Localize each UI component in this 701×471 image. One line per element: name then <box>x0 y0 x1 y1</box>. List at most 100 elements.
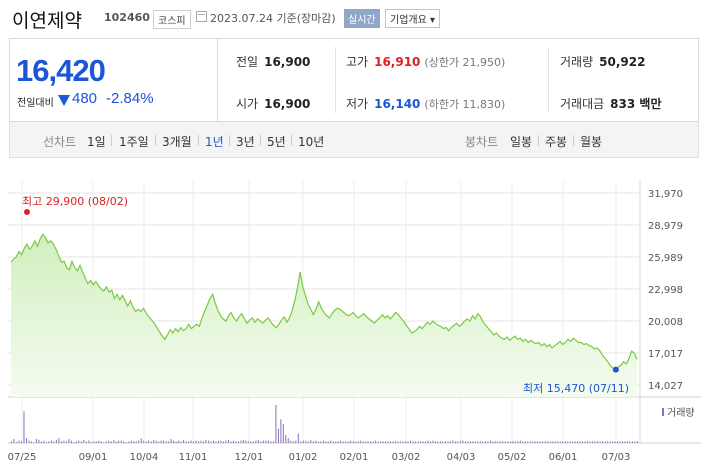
volume-bar <box>223 441 224 443</box>
volume-bar <box>98 440 100 443</box>
x-tick-label: 09/01 <box>79 452 108 463</box>
y-tick-label: 20,008 <box>648 317 683 328</box>
divider <box>291 135 292 146</box>
candle-weekly[interactable]: 주봉 <box>545 135 568 149</box>
volume-bar <box>18 440 20 443</box>
volume-bar <box>462 440 464 443</box>
volume-bar <box>544 441 546 443</box>
y-tick-label: 25,989 <box>648 253 683 264</box>
volume-bar <box>11 441 12 443</box>
period-bar: 선차트 1일 1주일 3개월 1년 3년 5년 10년 봉차트 일봉 주봉 월봉 <box>9 122 699 158</box>
low-annotation: 최저 15,470 (07/11) <box>523 382 629 395</box>
volume-bar <box>163 440 165 443</box>
period-1w[interactable]: 1주일 <box>119 135 149 149</box>
volume-bar <box>257 439 259 443</box>
volume-bar <box>190 440 192 443</box>
volume-bar <box>572 441 574 443</box>
volume-bar <box>275 405 277 443</box>
volume-bar <box>103 442 105 443</box>
period-5y[interactable]: 5년 <box>267 135 286 149</box>
volume-bar <box>592 441 594 443</box>
company-overview-dropdown[interactable]: 기업개요 ▾ <box>385 9 440 28</box>
volume-bar <box>482 441 484 443</box>
stat-low-label: 저가 <box>346 97 369 111</box>
volume-bar <box>88 440 90 443</box>
volume-bar <box>350 440 352 443</box>
current-price-cell: 16,420 전일대비 480 -2.84% <box>10 39 218 121</box>
divider <box>573 135 574 146</box>
volume-bar <box>457 441 459 443</box>
volume-bar <box>622 441 623 443</box>
volume-bar <box>477 441 479 443</box>
period-10y[interactable]: 10년 <box>298 135 325 149</box>
x-tick-label: 02/01 <box>340 452 369 463</box>
realtime-button[interactable]: 실시간 <box>344 9 380 28</box>
volume-bar <box>255 440 257 443</box>
volume-bar <box>624 441 626 443</box>
volume-bar <box>130 440 132 443</box>
volume-bar <box>519 440 521 443</box>
volume-bar <box>602 441 604 443</box>
volume-bar <box>220 440 222 443</box>
volume-bar <box>562 441 564 443</box>
volume-bar <box>479 441 481 443</box>
volume-bar <box>467 441 469 443</box>
volume-bar <box>297 433 299 443</box>
volume-bar <box>128 441 130 443</box>
volume-bar <box>143 440 145 443</box>
volume-bar <box>362 441 364 443</box>
volume-bar <box>60 441 62 443</box>
period-1d[interactable]: 1일 <box>87 135 106 149</box>
volume-bar <box>410 440 411 443</box>
volume-bar <box>564 441 566 443</box>
volume-bar <box>400 441 402 443</box>
volume-bar <box>609 441 611 443</box>
stat-prev: 전일 16,900 <box>236 53 310 70</box>
stat-high-label: 고가 <box>346 55 369 69</box>
volume-bar <box>175 441 177 443</box>
stat-open-value: 16,900 <box>264 97 311 111</box>
volume-bar <box>537 441 539 443</box>
volume-bar <box>402 441 404 443</box>
volume-bar <box>287 438 289 444</box>
volume-bar <box>242 439 244 443</box>
volume-bar <box>335 441 337 443</box>
stat-low: 저가 16,140 (하한가 11,830) <box>346 95 505 112</box>
candle-monthly[interactable]: 월봉 <box>580 135 603 149</box>
period-3y[interactable]: 3년 <box>236 135 255 149</box>
volume-bar <box>155 440 157 443</box>
volume-bar <box>45 442 47 443</box>
volume-bar <box>340 440 342 443</box>
volume-bar <box>215 441 217 443</box>
volume-bar <box>449 441 451 443</box>
upper-limit: (상한가 21,950) <box>424 56 506 69</box>
price-chart[interactable]: 31,970 28,979 25,989 22,998 20,008 17,017 14,0… <box>0 160 701 471</box>
volume-bar <box>113 439 115 443</box>
volume-bar <box>183 439 185 443</box>
candle-daily[interactable]: 일봉 <box>510 135 533 149</box>
stat-amount-value: 833 백만 <box>610 97 662 111</box>
stat-volume: 거래량 50,922 <box>560 53 645 70</box>
volume-bar <box>150 441 152 443</box>
volume-bar <box>305 440 307 443</box>
volume-bar <box>380 441 382 443</box>
calendar-icon <box>196 11 207 22</box>
volume-bar <box>195 440 197 443</box>
y-tick-label: 28,979 <box>648 221 683 232</box>
volume-bar <box>145 441 147 443</box>
volume-bar <box>120 440 122 443</box>
stat-amount: 거래대금 833 백만 <box>560 95 661 112</box>
period-1y[interactable]: 1년 <box>205 135 224 149</box>
volume-bar <box>415 441 416 443</box>
volume-bar <box>28 440 30 443</box>
volume-bar <box>265 440 267 443</box>
period-3m[interactable]: 3개월 <box>162 135 192 149</box>
volume-bar <box>454 441 456 443</box>
y-tick-label: 22,998 <box>648 285 683 296</box>
volume-bar <box>629 441 631 443</box>
volume-bar <box>245 440 247 443</box>
divider <box>548 47 549 113</box>
volume-bar <box>459 441 461 443</box>
x-tick-label: 05/02 <box>498 452 527 463</box>
volume-bar <box>445 441 446 443</box>
